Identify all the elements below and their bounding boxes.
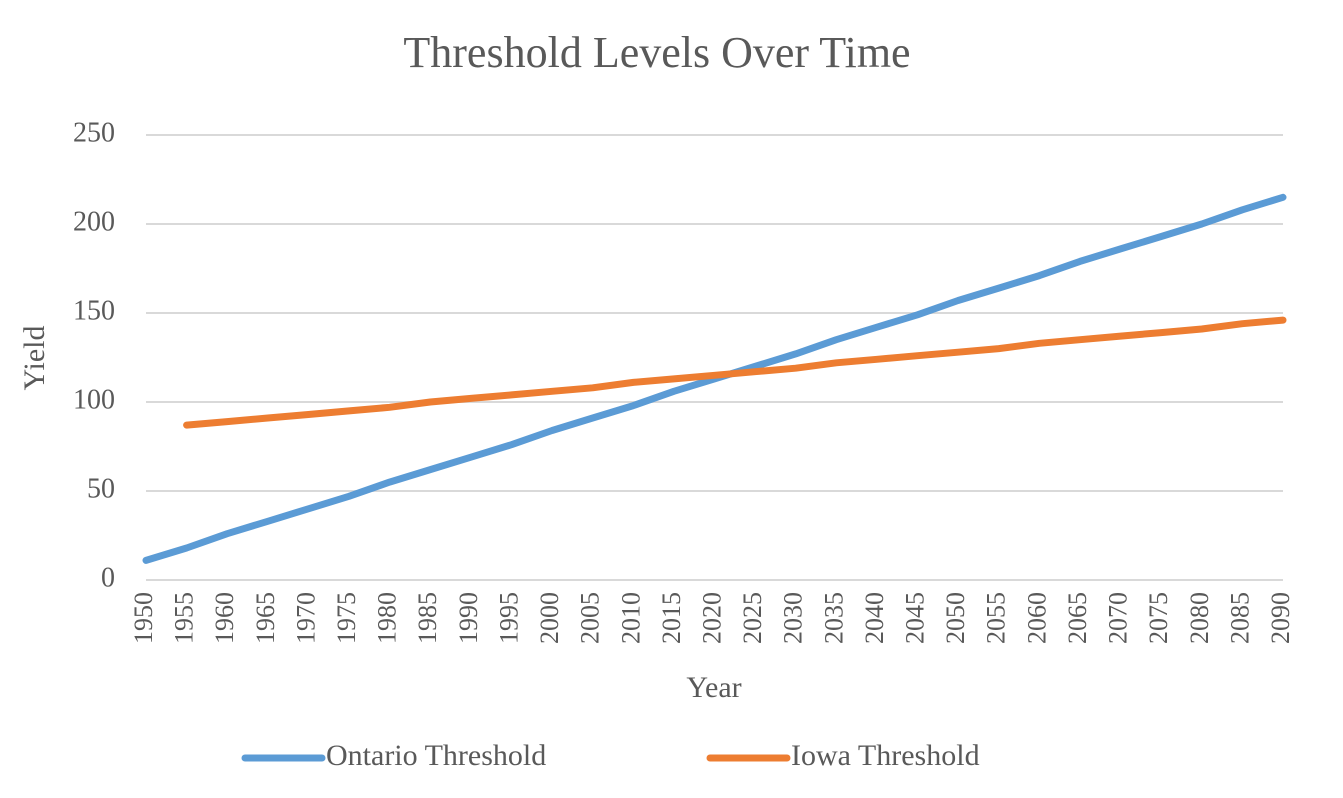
x-tick-label: 2030 [779, 592, 808, 644]
x-tick-label: 2070 [1104, 592, 1133, 644]
x-tick-label: 1995 [494, 592, 523, 644]
x-tick-label: 2080 [1185, 592, 1214, 644]
x-tick-label: 1955 [170, 592, 199, 644]
y-tick-label: 50 [87, 473, 115, 504]
x-tick-label: 2075 [1144, 592, 1173, 644]
chart-title: Threshold Levels Over Time [403, 28, 910, 77]
y-tick-label: 200 [73, 206, 115, 237]
x-tick-label: 2055 [982, 592, 1011, 644]
x-tick-label: 2035 [819, 592, 848, 644]
x-tick-label: 1960 [210, 592, 239, 644]
y-tick-label: 0 [101, 562, 115, 593]
legend-label: Ontario Threshold [326, 739, 546, 772]
y-tick-label: 100 [73, 384, 115, 415]
x-tick-label: 2050 [941, 592, 970, 644]
x-tick-label: 1950 [129, 592, 158, 644]
x-tick-label: 1970 [291, 592, 320, 644]
series-line [183, 316, 1287, 429]
x-tick-label: 2015 [657, 592, 686, 644]
x-tick-label: 2005 [576, 592, 605, 644]
series-line [142, 193, 1287, 564]
x-tick-label: 2085 [1225, 592, 1254, 644]
x-tick-label: 2025 [738, 592, 767, 644]
x-tick-label: 1975 [332, 592, 361, 644]
x-tick-label: 1985 [413, 592, 442, 644]
y-axis-label: Yield [18, 326, 51, 391]
x-tick-label: 2090 [1266, 592, 1295, 644]
x-tick-label: 1990 [454, 592, 483, 644]
x-tick-label: 2065 [1063, 592, 1092, 644]
legend-label: Iowa Threshold [791, 739, 980, 772]
x-tick-label: 2010 [616, 592, 645, 644]
x-tick-label: 2060 [1022, 592, 1051, 644]
x-tick-label: 2020 [697, 592, 726, 644]
x-tick-label: 2040 [860, 592, 889, 644]
y-tick-label: 250 [73, 117, 115, 148]
x-tick-label: 2000 [535, 592, 564, 644]
y-tick-label: 150 [73, 295, 115, 326]
x-tick-label: 1965 [251, 592, 280, 644]
x-tick-label: 1980 [373, 592, 402, 644]
x-axis-label: Year [686, 671, 741, 704]
x-tick-label: 2045 [901, 592, 930, 644]
